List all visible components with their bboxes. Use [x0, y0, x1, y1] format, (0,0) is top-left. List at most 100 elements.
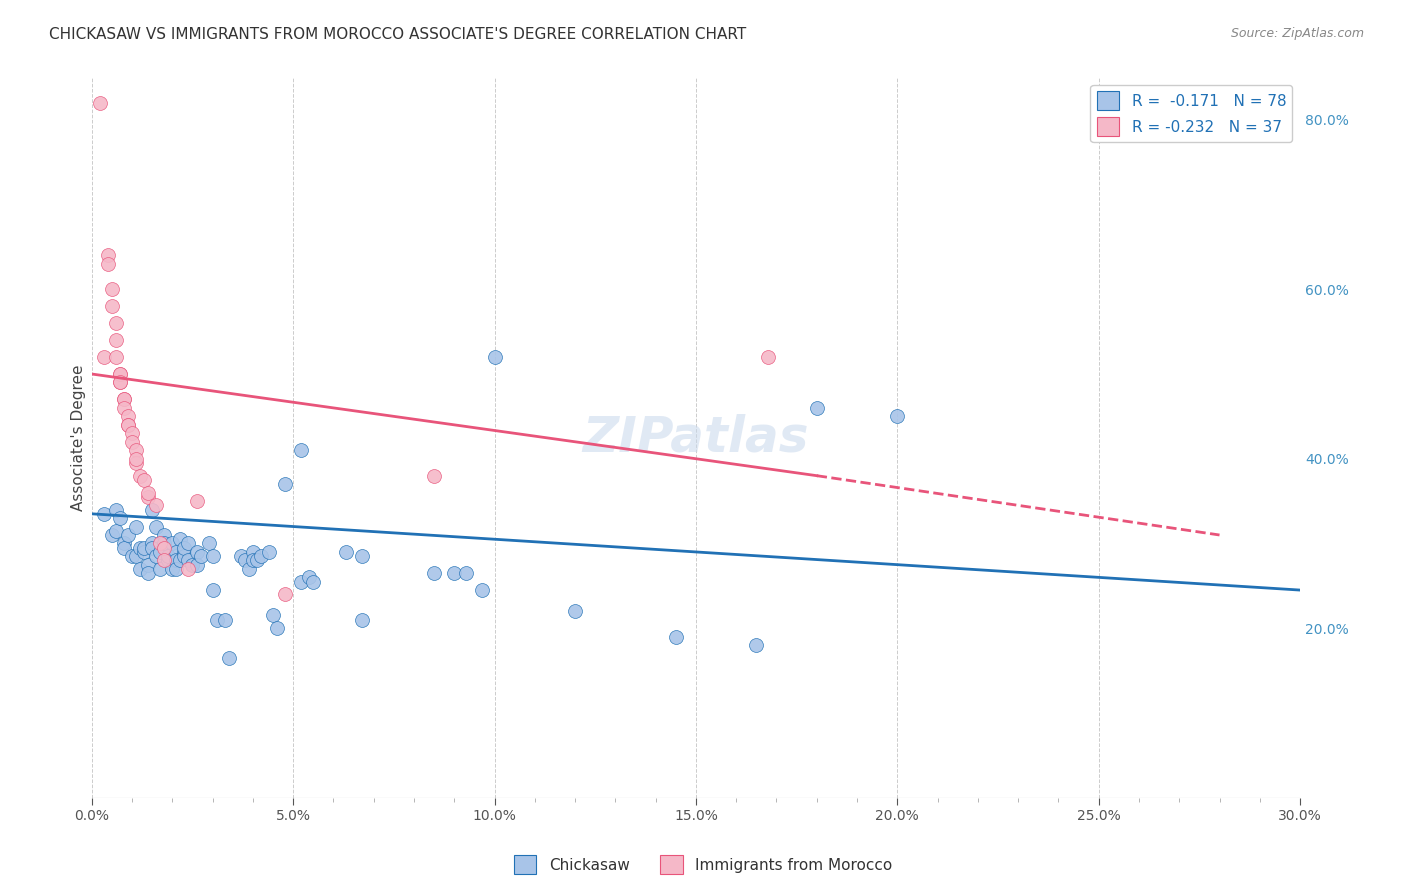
- Point: [101, 528, 124, 542]
- Point: [112, 541, 135, 555]
- Point: [134, 473, 156, 487]
- Point: [290, 443, 312, 458]
- Point: [125, 519, 148, 533]
- Point: [214, 613, 236, 627]
- Point: [229, 549, 252, 564]
- Point: [117, 528, 139, 542]
- Point: [97, 257, 120, 271]
- Point: [153, 553, 176, 567]
- Point: [104, 350, 127, 364]
- Point: [93, 350, 115, 364]
- Point: [134, 541, 156, 555]
- Point: [242, 545, 264, 559]
- Point: [145, 519, 167, 533]
- Point: [242, 553, 264, 567]
- Point: [104, 316, 127, 330]
- Point: [125, 456, 148, 470]
- Point: [335, 545, 357, 559]
- Point: [177, 553, 200, 567]
- Point: [471, 583, 494, 598]
- Point: [134, 545, 156, 559]
- Point: [169, 533, 191, 547]
- Point: [101, 282, 124, 296]
- Point: [141, 536, 163, 550]
- Point: [218, 651, 240, 665]
- Text: ZIPatlas: ZIPatlas: [582, 414, 810, 461]
- Point: [165, 562, 187, 576]
- Point: [108, 511, 131, 525]
- Point: [564, 604, 586, 618]
- Point: [101, 299, 124, 313]
- Point: [108, 367, 131, 381]
- Point: [117, 417, 139, 432]
- Point: [197, 536, 219, 550]
- Point: [108, 376, 131, 390]
- Point: [141, 502, 163, 516]
- Point: [108, 376, 131, 390]
- Point: [145, 549, 167, 564]
- Point: [149, 536, 172, 550]
- Y-axis label: Associate's Degree: Associate's Degree: [72, 364, 86, 511]
- Point: [484, 350, 506, 364]
- Point: [145, 499, 167, 513]
- Text: Source: ZipAtlas.com: Source: ZipAtlas.com: [1230, 27, 1364, 40]
- Point: [665, 630, 688, 644]
- Point: [201, 549, 224, 564]
- Legend: R =  -0.171   N = 78, R = -0.232   N = 37: R = -0.171 N = 78, R = -0.232 N = 37: [1091, 85, 1292, 142]
- Point: [745, 638, 768, 652]
- Point: [177, 562, 200, 576]
- Point: [257, 545, 280, 559]
- Point: [173, 549, 195, 564]
- Point: [181, 558, 204, 572]
- Point: [186, 558, 208, 572]
- Point: [201, 583, 224, 598]
- Point: [153, 536, 176, 550]
- Point: [129, 562, 152, 576]
- Point: [136, 566, 159, 581]
- Point: [177, 536, 200, 550]
- Point: [141, 541, 163, 555]
- Point: [290, 574, 312, 589]
- Point: [149, 562, 172, 576]
- Point: [104, 524, 127, 538]
- Point: [262, 608, 284, 623]
- Point: [190, 549, 212, 564]
- Point: [129, 541, 152, 555]
- Point: [157, 549, 180, 564]
- Point: [456, 566, 478, 581]
- Point: [205, 613, 228, 627]
- Point: [350, 613, 373, 627]
- Point: [121, 426, 143, 441]
- Point: [112, 392, 135, 407]
- Point: [169, 553, 191, 567]
- Point: [97, 248, 120, 262]
- Point: [423, 468, 446, 483]
- Point: [136, 558, 159, 572]
- Point: [121, 434, 143, 449]
- Point: [443, 566, 465, 581]
- Point: [266, 621, 288, 635]
- Point: [93, 507, 115, 521]
- Point: [129, 468, 152, 483]
- Point: [104, 333, 127, 347]
- Point: [173, 541, 195, 555]
- Point: [121, 549, 143, 564]
- Point: [186, 494, 208, 508]
- Point: [298, 570, 321, 584]
- Point: [117, 417, 139, 432]
- Point: [173, 545, 195, 559]
- Point: [125, 451, 148, 466]
- Point: [136, 490, 159, 504]
- Point: [153, 528, 176, 542]
- Point: [125, 549, 148, 564]
- Point: [136, 485, 159, 500]
- Point: [186, 545, 208, 559]
- Point: [165, 553, 187, 567]
- Point: [157, 553, 180, 567]
- Point: [246, 553, 269, 567]
- Point: [274, 587, 297, 601]
- Point: [233, 553, 256, 567]
- Point: [125, 443, 148, 458]
- Point: [112, 401, 135, 415]
- Point: [112, 536, 135, 550]
